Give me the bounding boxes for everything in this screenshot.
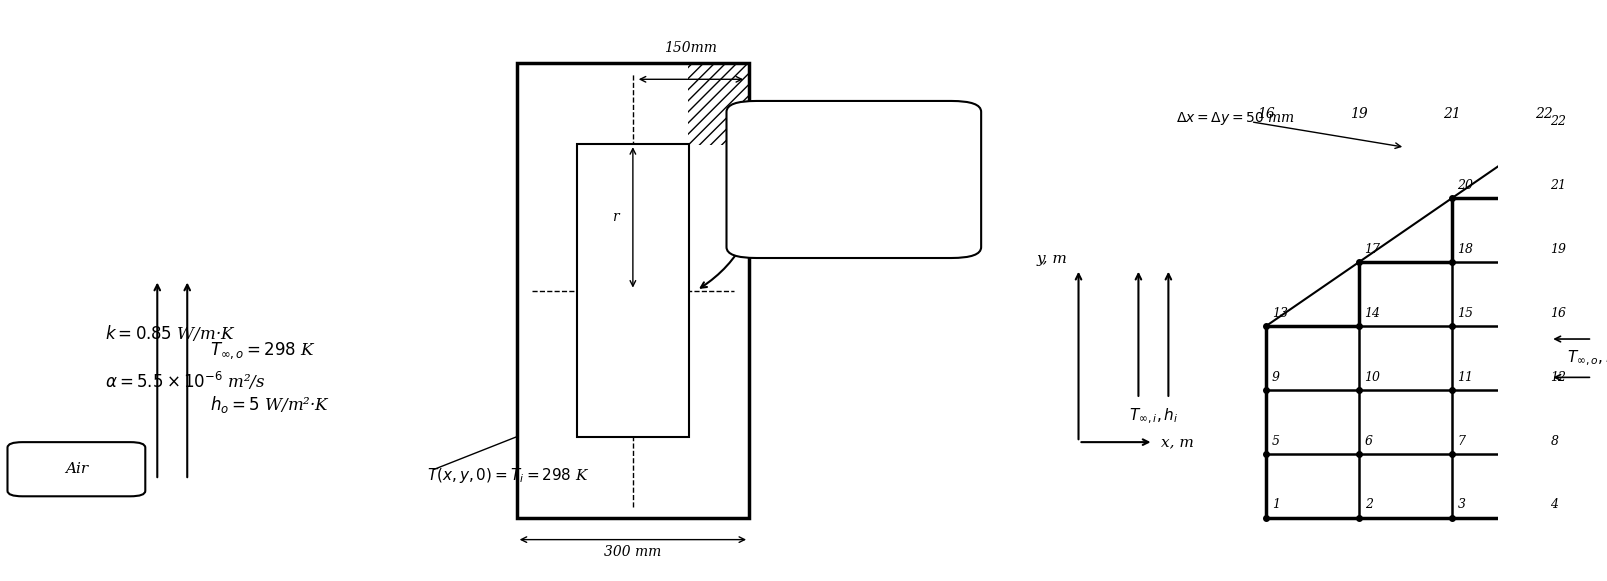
Text: 12: 12 (1551, 371, 1567, 383)
Text: 7: 7 (1458, 435, 1466, 447)
Text: 19: 19 (1551, 243, 1567, 256)
Text: $T_{\infty,o}, h_o$: $T_{\infty,o}, h_o$ (1567, 349, 1607, 368)
Text: 6: 6 (1364, 435, 1372, 447)
Text: $T_{\infty,i}, h_i$: $T_{\infty,i}, h_i$ (1128, 407, 1178, 426)
Text: $\alpha = 5.5\times10^{-6}$ m²/s: $\alpha = 5.5\times10^{-6}$ m²/s (104, 370, 265, 392)
Text: $T_{\infty,o}=298$ K: $T_{\infty,o}=298$ K (209, 341, 315, 361)
Text: 1: 1 (1271, 498, 1279, 511)
Text: 19: 19 (1350, 107, 1368, 121)
Text: 21: 21 (1443, 107, 1461, 121)
Text: $T(x,y,0)=T_i = 298$ K: $T(x,y,0)=T_i = 298$ K (427, 466, 590, 485)
Text: 3: 3 (1458, 498, 1466, 511)
Text: 16: 16 (1551, 307, 1567, 320)
Text: 22: 22 (1536, 107, 1554, 121)
Text: 9: 9 (1271, 371, 1279, 383)
Text: Air: Air (64, 462, 88, 476)
Text: 4: 4 (1551, 498, 1559, 511)
Text: 15: 15 (1458, 307, 1474, 320)
FancyBboxPatch shape (726, 101, 982, 258)
Text: 11: 11 (1458, 371, 1474, 383)
Bar (688, 63, 749, 145)
Text: 17: 17 (1364, 243, 1380, 256)
Text: 22: 22 (1551, 115, 1567, 128)
Bar (577, 144, 689, 437)
Text: 2: 2 (1364, 498, 1372, 511)
Text: $T_{\infty,i} = 623$ K: $T_{\infty,i} = 623$ K (807, 184, 902, 203)
Text: x, m: x, m (1160, 435, 1194, 449)
Text: 20: 20 (1458, 179, 1474, 192)
Text: 8: 8 (1551, 435, 1559, 447)
Text: 150mm: 150mm (664, 41, 717, 55)
Text: Flue gases: Flue gases (813, 143, 895, 157)
Text: 16: 16 (1257, 107, 1274, 121)
FancyBboxPatch shape (8, 442, 145, 496)
Text: y, m: y, m (1037, 252, 1067, 267)
Text: 13: 13 (1271, 307, 1287, 320)
Text: $h_i = 100$ W/m²·K: $h_i = 100$ W/m²·K (791, 227, 918, 246)
Text: r: r (612, 210, 619, 224)
Bar (517, 63, 749, 518)
Text: 18: 18 (1458, 243, 1474, 256)
Text: $\Delta x = \Delta y = 50$ mm: $\Delta x = \Delta y = 50$ mm (1176, 110, 1295, 127)
Text: 5: 5 (1271, 435, 1279, 447)
Text: 10: 10 (1364, 371, 1380, 383)
Text: $h_o = 5$ W/m²·K: $h_o = 5$ W/m²·K (209, 394, 329, 415)
Text: 21: 21 (1551, 179, 1567, 192)
Text: 300 mm: 300 mm (604, 545, 662, 559)
Text: $k = 0.85$ W/m·K: $k = 0.85$ W/m·K (104, 323, 236, 343)
Text: 14: 14 (1364, 307, 1380, 320)
